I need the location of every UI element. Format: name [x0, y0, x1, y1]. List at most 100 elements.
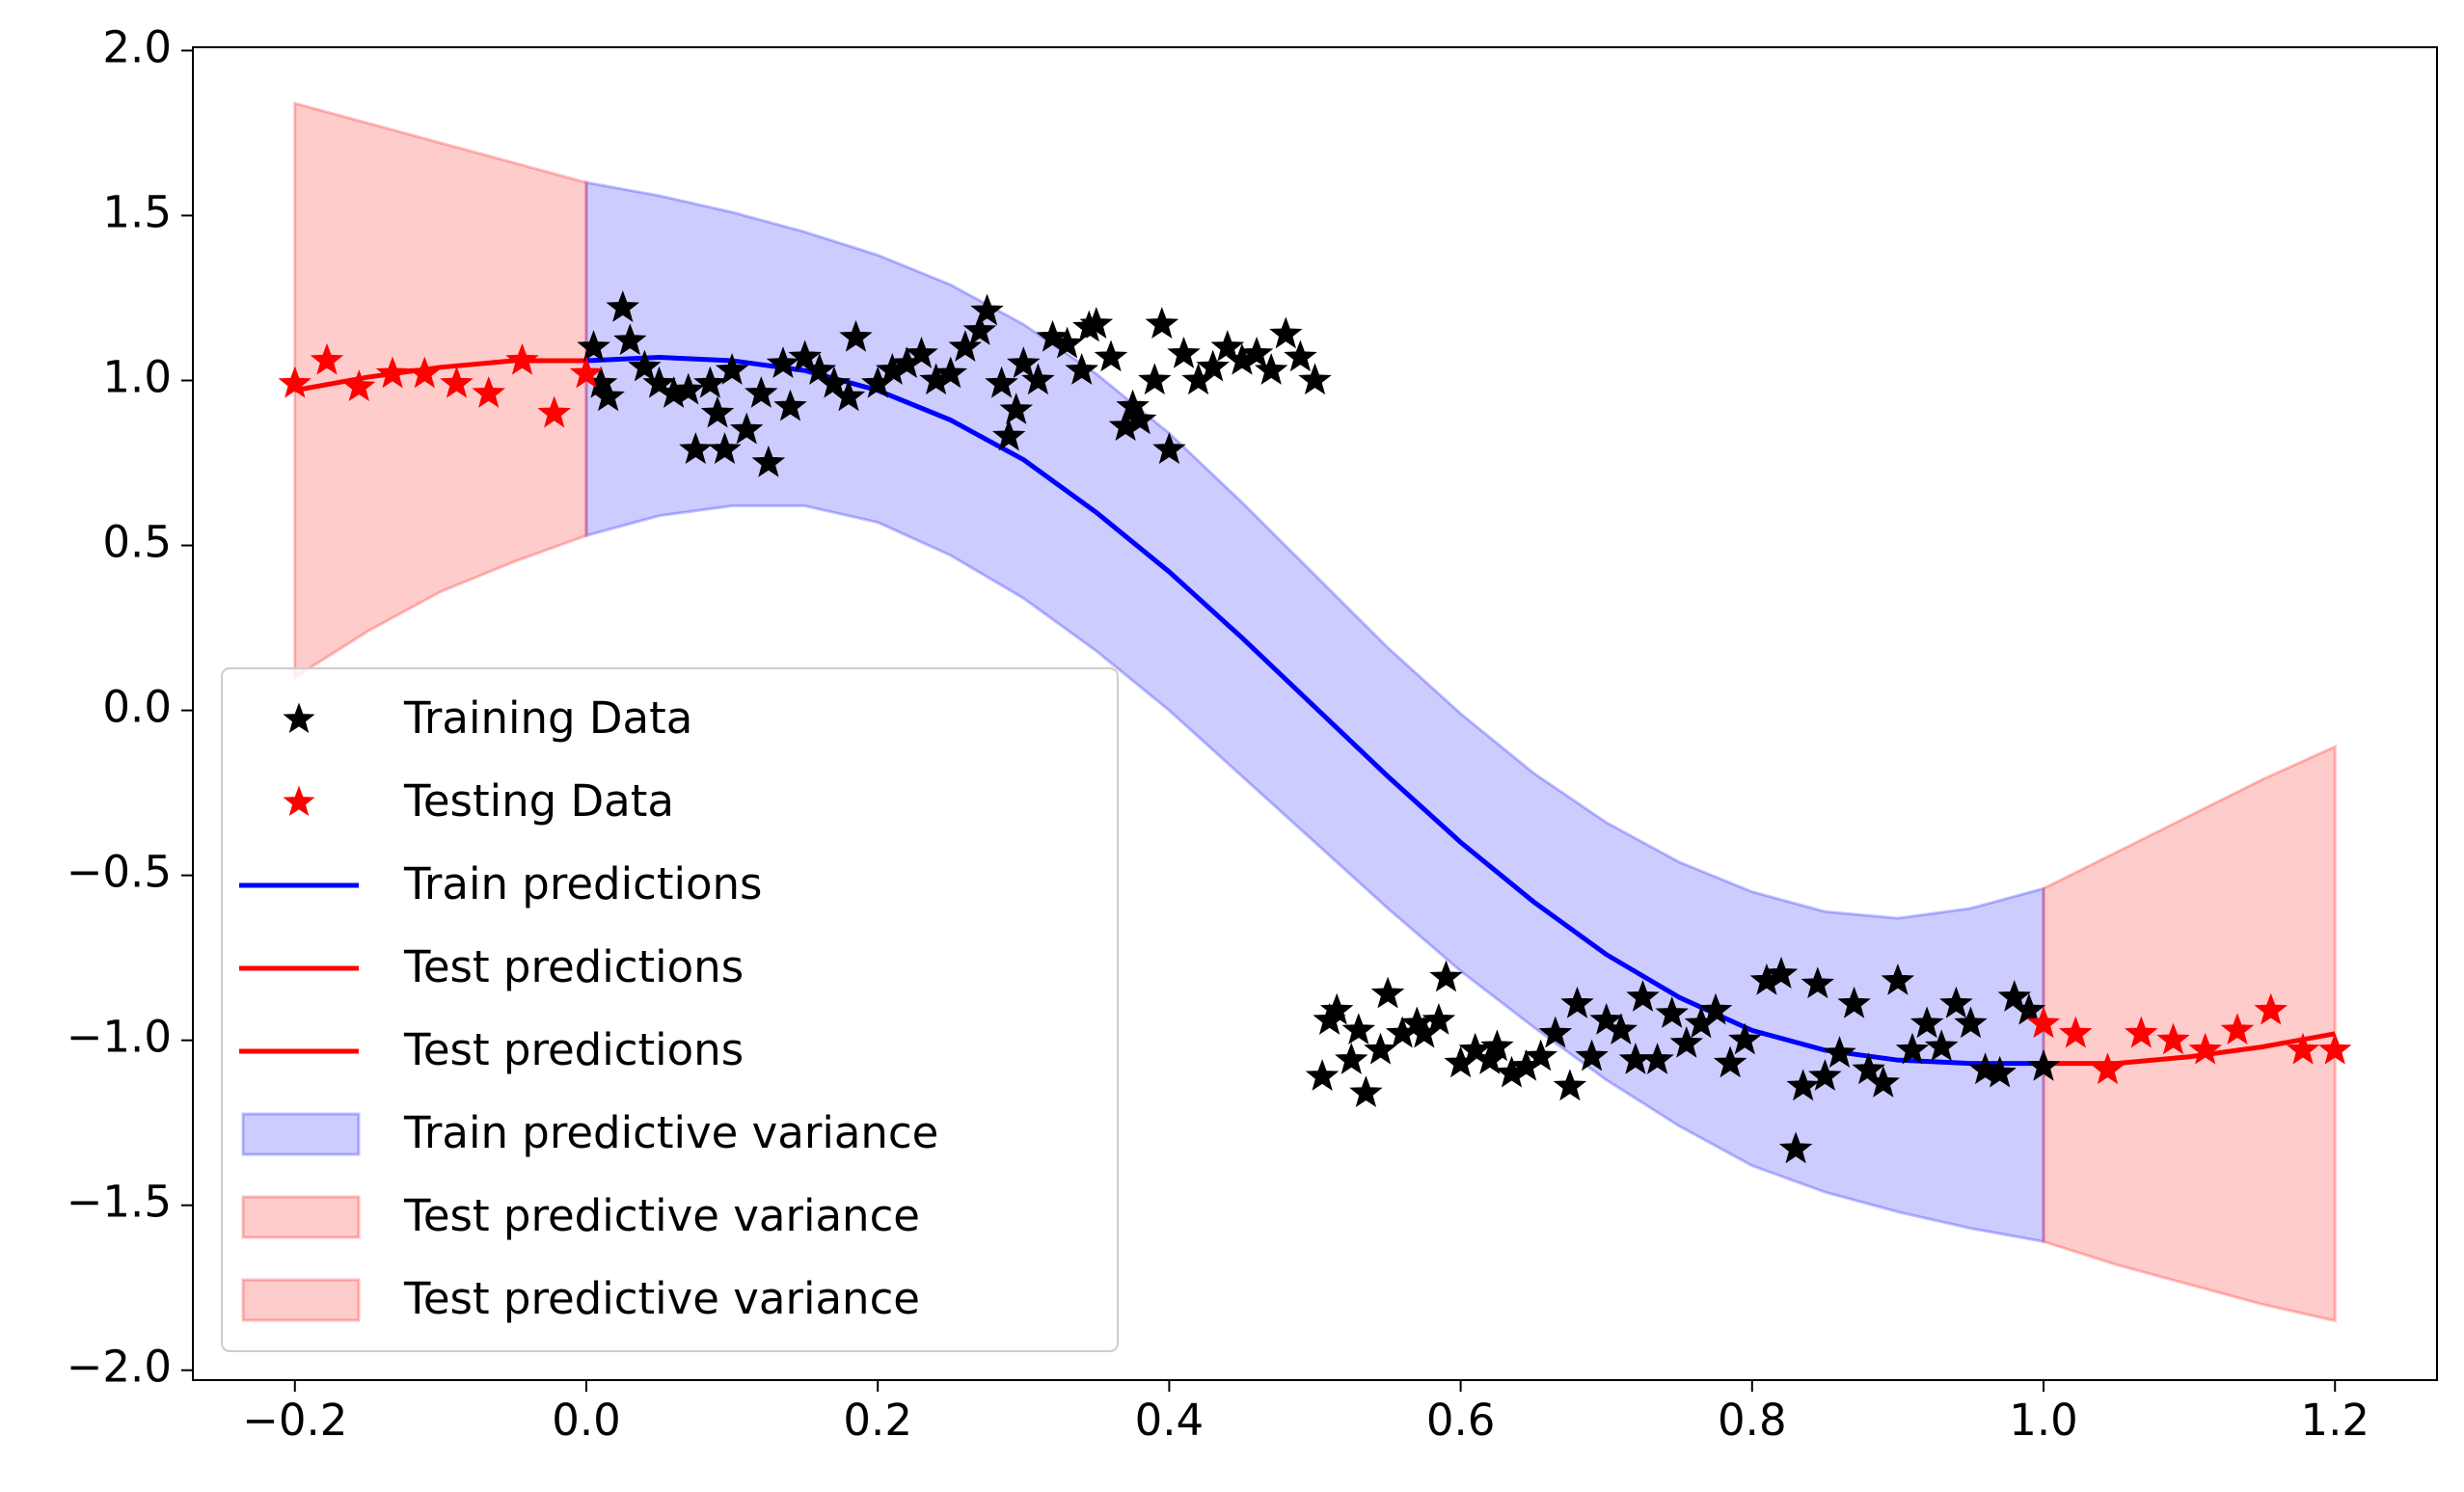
- data-point: [1801, 966, 1835, 999]
- data-point: [537, 395, 572, 428]
- data-point: [1319, 992, 1354, 1025]
- legend-label: Train predictions: [403, 858, 763, 909]
- y-tick-label: −2.0: [67, 1342, 172, 1393]
- legend-marker: [283, 702, 315, 734]
- legend-box: [221, 667, 1119, 1352]
- data-point: [802, 353, 837, 385]
- data-point: [1429, 960, 1463, 992]
- data-point: [1560, 986, 1594, 1018]
- data-point: [1116, 389, 1150, 421]
- legend: Training Data Testing Data Train predictio…: [221, 667, 1119, 1352]
- data-point: [1167, 336, 1201, 368]
- data-point: [1669, 1025, 1704, 1058]
- data-point: [613, 323, 647, 356]
- data-point: [766, 346, 800, 379]
- x-tick-label: 0.0: [552, 1395, 621, 1446]
- data-point: [1254, 353, 1288, 385]
- data-point: [1422, 1002, 1456, 1035]
- data-point: [1764, 957, 1799, 989]
- y-tick-label: −1.0: [67, 1012, 172, 1063]
- data-point: [679, 432, 713, 465]
- data-point: [1524, 1039, 1557, 1072]
- data-point: [1021, 363, 1055, 395]
- legend-marker: [241, 1195, 361, 1239]
- data-point: [1269, 316, 1303, 349]
- data-point: [606, 290, 640, 322]
- data-point: [788, 339, 822, 372]
- data-point: [1305, 1059, 1340, 1091]
- plot-area: [278, 101, 2352, 1323]
- data-point: [1727, 1022, 1762, 1055]
- legend-marker: [241, 1112, 361, 1156]
- data-point: [934, 356, 968, 389]
- data-point: [1589, 1002, 1623, 1035]
- data-point: [1196, 349, 1230, 382]
- data-point: [278, 366, 312, 398]
- data-point: [2124, 1016, 2158, 1048]
- y-tick-label: −0.5: [67, 847, 172, 898]
- data-point: [1655, 996, 1689, 1028]
- data-point: [1480, 1029, 1514, 1062]
- data-point: [1881, 963, 1915, 995]
- prediction-line: [294, 358, 586, 393]
- data-point: [1335, 1043, 1368, 1074]
- data-point: [2254, 992, 2288, 1025]
- data-point: [1145, 307, 1179, 339]
- data-point: [1138, 363, 1172, 395]
- prediction-line: [585, 355, 2044, 1067]
- data-point: [1909, 1006, 1944, 1039]
- legend-label: Test predictive variance: [403, 1273, 920, 1324]
- data-point: [2091, 1052, 2125, 1085]
- y-tick-label: −1.5: [67, 1177, 172, 1228]
- data-point: [1036, 319, 1070, 352]
- data-point: [628, 349, 662, 382]
- data-point: [1210, 330, 1245, 362]
- data-point: [970, 293, 1004, 326]
- data-point: [2012, 992, 2046, 1025]
- data-point: [1050, 326, 1084, 359]
- data-point: [2026, 1006, 2061, 1039]
- data-point: [2156, 1022, 2190, 1055]
- data-point: [773, 389, 807, 421]
- data-point: [1866, 1065, 1901, 1098]
- data-point: [693, 366, 727, 398]
- prediction-line: [2044, 1031, 2336, 1067]
- data-point: [1837, 986, 1871, 1018]
- y-tick-label: 0.0: [102, 682, 172, 733]
- data-point: [1713, 1045, 1747, 1078]
- legend-marker: [283, 785, 315, 817]
- legend-label: Train predictive variance: [403, 1107, 938, 1158]
- data-point: [1341, 1013, 1376, 1045]
- data-point: [440, 366, 474, 398]
- data-point: [1284, 339, 1317, 372]
- x-tick-label: 0.8: [1718, 1395, 1787, 1446]
- data-point: [751, 445, 786, 477]
- data-point: [1808, 1059, 1842, 1091]
- data-point: [2317, 1032, 2352, 1065]
- legend-label: Test predictions: [403, 1024, 744, 1075]
- variance-band: [2042, 744, 2337, 1323]
- legend-label: Testing Data: [403, 775, 674, 827]
- data-point: [1349, 1075, 1383, 1108]
- data-point: [1640, 1043, 1674, 1074]
- x-tick-label: 0.6: [1426, 1395, 1496, 1446]
- data-point: [1997, 980, 2032, 1012]
- variance-band: [293, 101, 588, 681]
- data-point: [729, 412, 764, 445]
- data-point: [715, 353, 749, 385]
- data-point: [1007, 346, 1041, 379]
- legend-marker: [241, 1278, 361, 1322]
- x-tick-label: 0.4: [1135, 1395, 1205, 1446]
- data-point: [1370, 976, 1405, 1009]
- data-point: [1895, 1032, 1930, 1065]
- data-point: [700, 395, 735, 428]
- data-point: [671, 372, 706, 405]
- data-point: [745, 376, 778, 408]
- y-tick-label: 1.0: [102, 352, 172, 403]
- data-point: [591, 379, 625, 412]
- data-point: [1786, 1069, 1820, 1101]
- data-point: [2188, 1032, 2223, 1065]
- data-point: [1575, 1039, 1609, 1072]
- data-point: [985, 366, 1018, 398]
